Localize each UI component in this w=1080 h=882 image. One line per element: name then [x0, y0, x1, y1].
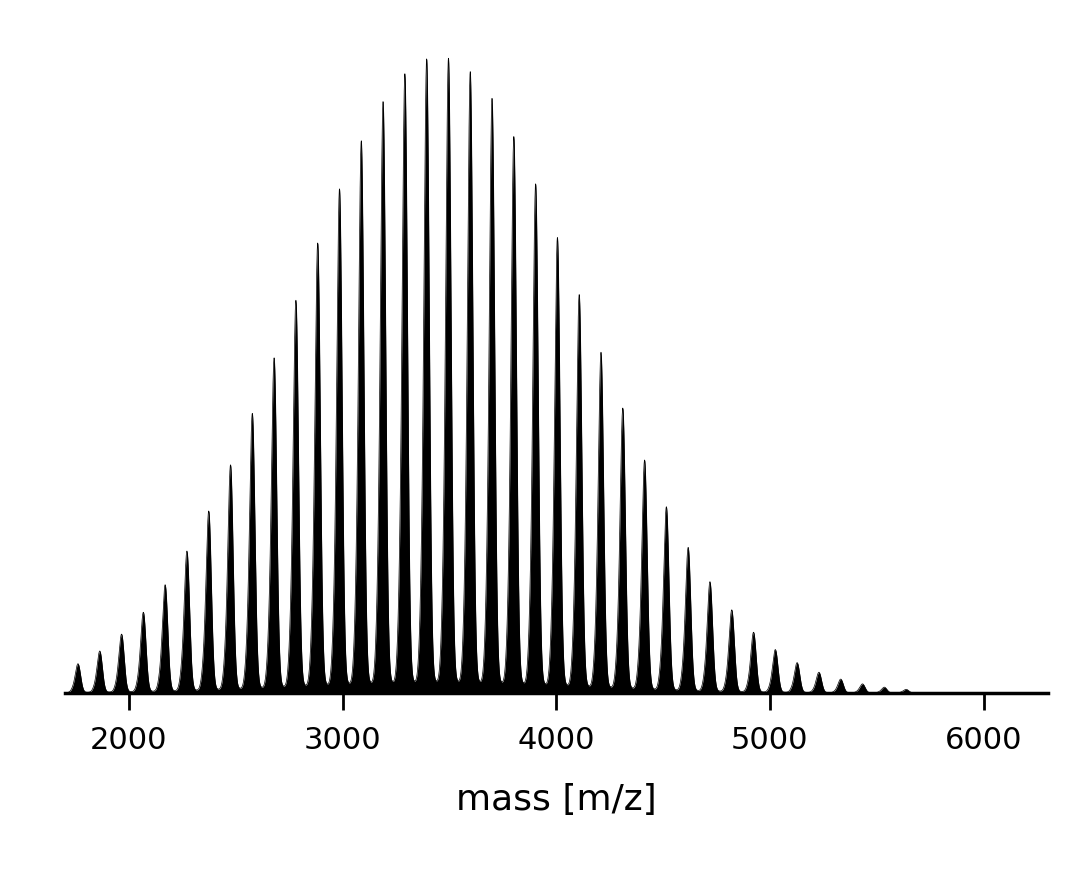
- X-axis label: mass [m/z]: mass [m/z]: [456, 783, 657, 817]
